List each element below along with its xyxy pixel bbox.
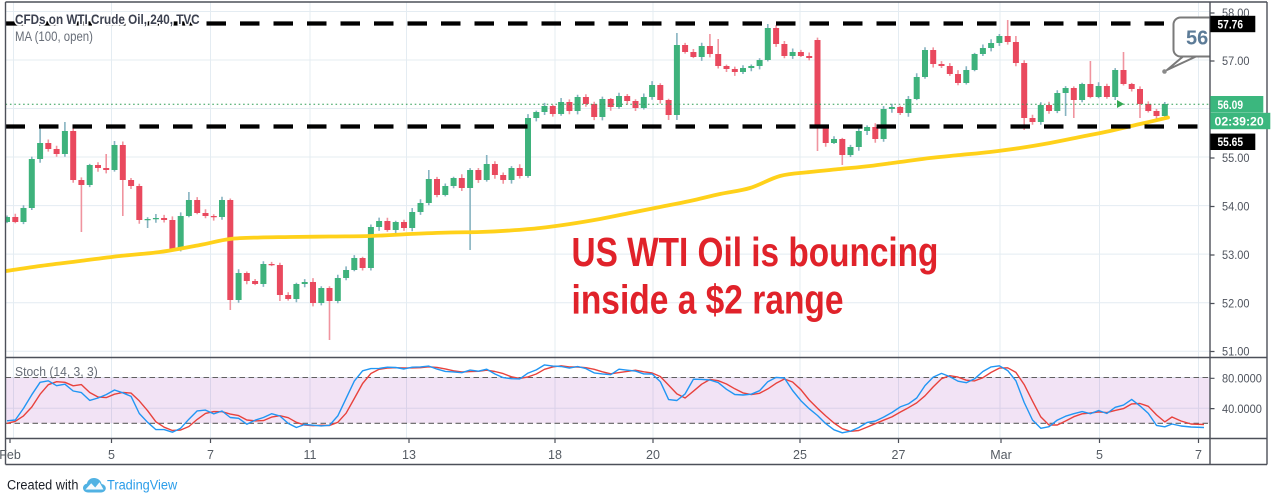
svg-text:US WTI Oil is bouncing: US WTI Oil is bouncing bbox=[572, 229, 939, 275]
svg-text:53.00: 53.00 bbox=[1222, 250, 1249, 263]
svg-text:20: 20 bbox=[646, 448, 660, 462]
svg-text:27: 27 bbox=[892, 448, 906, 462]
svg-text:5: 5 bbox=[108, 448, 115, 462]
svg-text:54.00: 54.00 bbox=[1222, 201, 1249, 214]
svg-text:Created with: Created with bbox=[7, 477, 78, 492]
svg-text:TradingView: TradingView bbox=[107, 477, 178, 493]
svg-text:57.00: 57.00 bbox=[1222, 56, 1249, 69]
svg-text:13: 13 bbox=[402, 448, 416, 462]
svg-text:11: 11 bbox=[304, 448, 317, 462]
svg-text:55.65: 55.65 bbox=[1218, 137, 1244, 150]
svg-text:MA (100, open): MA (100, open) bbox=[15, 29, 93, 44]
svg-text:56.09: 56.09 bbox=[1218, 99, 1244, 112]
svg-text:CFDs on WTI Crude Oil, 240, TV: CFDs on WTI Crude Oil, 240, TVC bbox=[15, 11, 200, 27]
svg-text:02:39:20: 02:39:20 bbox=[1215, 114, 1264, 128]
svg-text:40.0000: 40.0000 bbox=[1222, 403, 1262, 415]
svg-text:18: 18 bbox=[548, 448, 562, 462]
svg-text:25: 25 bbox=[793, 448, 807, 462]
svg-text:57.76: 57.76 bbox=[1218, 19, 1244, 32]
svg-text:inside a $2 range: inside a $2 range bbox=[572, 276, 844, 322]
svg-text:51.00: 51.00 bbox=[1222, 346, 1249, 359]
svg-text:Stoch (14, 3, 3): Stoch (14, 3, 3) bbox=[15, 365, 98, 379]
svg-text:Feb: Feb bbox=[0, 448, 21, 462]
svg-text:55.00: 55.00 bbox=[1222, 153, 1249, 166]
svg-text:56.2: 56.2 bbox=[1186, 28, 1225, 50]
svg-text:80.0000: 80.0000 bbox=[1222, 373, 1262, 385]
svg-text:5: 5 bbox=[1096, 448, 1103, 462]
svg-text:7: 7 bbox=[1195, 448, 1202, 462]
svg-text:52.00: 52.00 bbox=[1222, 298, 1249, 311]
svg-text:7: 7 bbox=[207, 448, 214, 462]
svg-text:Mar: Mar bbox=[990, 448, 1012, 462]
